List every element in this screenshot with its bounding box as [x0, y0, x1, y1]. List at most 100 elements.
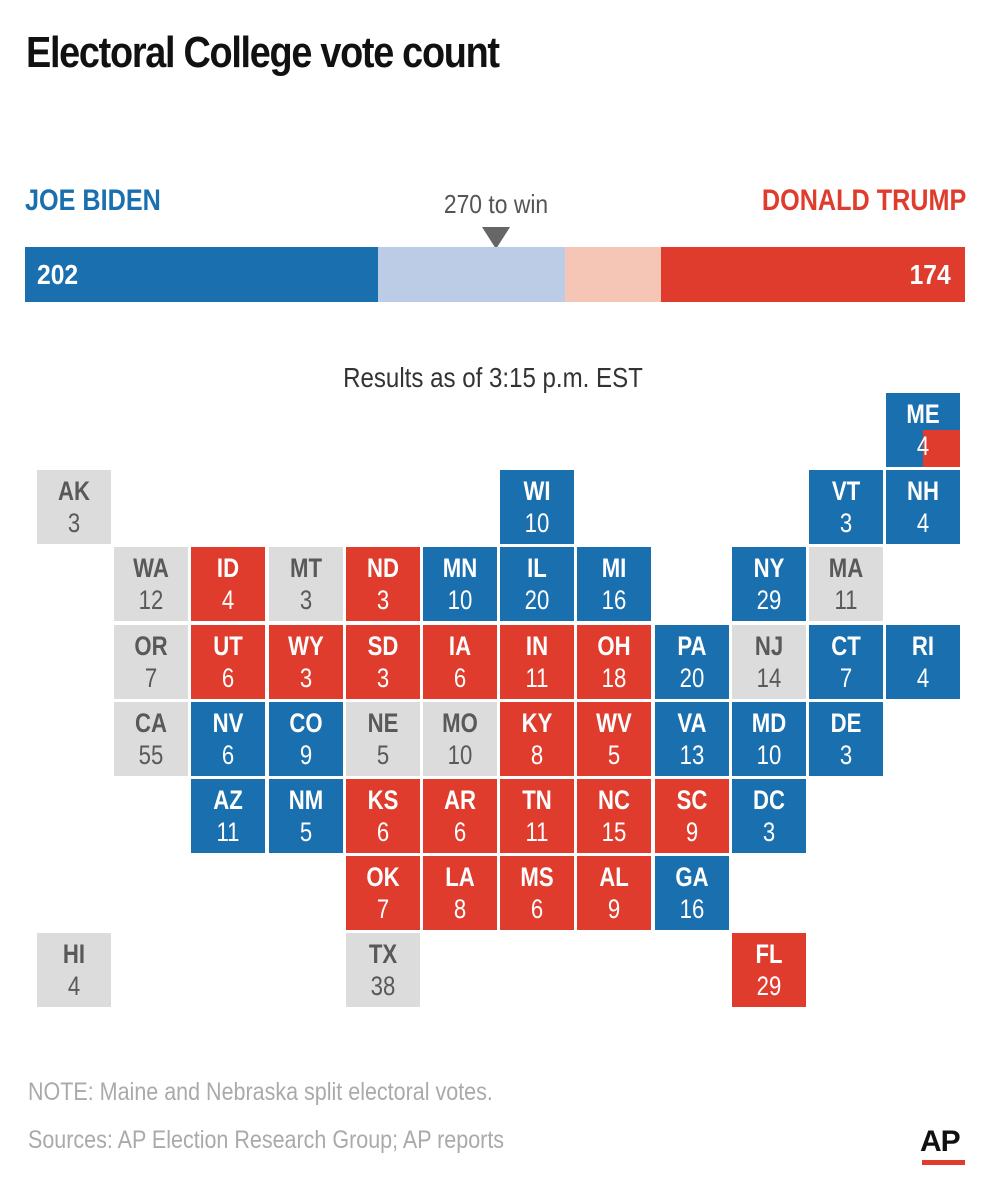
state-abbr: ND — [366, 553, 399, 584]
state-abbr: OK — [366, 862, 400, 893]
state-tile-ar: AR 6 — [423, 779, 497, 853]
state-electoral-votes: 3 — [299, 662, 312, 693]
state-tile-ca: CA 55 — [114, 701, 189, 776]
state-tile-in: IN 11 — [500, 624, 575, 699]
state-abbr: OR — [134, 630, 168, 661]
state-tile-nh: NH 4 — [886, 470, 961, 545]
state-abbr: SD — [367, 630, 399, 661]
win-threshold-marker — [482, 227, 510, 249]
state-electoral-votes: 11 — [834, 585, 858, 616]
state-electoral-votes: 7 — [839, 662, 853, 693]
state-tile-ks: KS 6 — [345, 779, 420, 853]
state-electoral-votes: 8 — [531, 739, 544, 770]
state-tile-id: ID 4 — [191, 547, 266, 622]
state-tile-nj: NJ 14 — [731, 624, 806, 699]
state-abbr: MO — [442, 707, 478, 738]
state-tile-me: ME 4 — [886, 393, 961, 467]
state-electoral-votes: 10 — [756, 739, 782, 770]
state-abbr: HI — [62, 939, 86, 970]
state-electoral-votes: 5 — [299, 817, 312, 847]
state-abbr: NC — [598, 785, 631, 815]
state-electoral-votes: 4 — [917, 431, 930, 461]
state-electoral-votes: 3 — [839, 739, 853, 770]
biden-vote-total: 202 — [37, 259, 79, 290]
state-abbr: AK — [58, 476, 90, 507]
state-abbr: CA — [135, 707, 168, 738]
state-electoral-votes: 3 — [299, 585, 312, 616]
state-abbr: MS — [520, 862, 554, 893]
state-abbr: NY — [753, 553, 785, 584]
state-tile-mi: MI 16 — [577, 547, 652, 622]
state-tile-az: AZ 11 — [191, 779, 266, 853]
state-abbr: IN — [526, 630, 549, 661]
state-tile-ny: NY 29 — [731, 547, 806, 622]
bar-segment-trump-lean — [564, 247, 661, 302]
state-tile-ne: NE 5 — [345, 701, 420, 776]
state-electoral-votes: 7 — [145, 662, 158, 693]
state-abbr: NV — [213, 707, 244, 738]
state-abbr: RI — [912, 630, 935, 661]
state-tile-tn: TN 11 — [500, 779, 575, 853]
state-electoral-votes: 6 — [453, 662, 467, 693]
biden-label: JOE BIDEN — [25, 184, 161, 217]
state-electoral-votes: 15 — [602, 817, 627, 847]
state-electoral-votes: 29 — [756, 971, 782, 1002]
state-electoral-votes: 6 — [531, 894, 544, 925]
vote-bar: 202 174 — [25, 247, 965, 302]
state-electoral-votes: 13 — [679, 739, 704, 770]
trump-vote-total: 174 — [909, 259, 951, 290]
state-electoral-votes: 11 — [525, 817, 549, 847]
state-abbr: MI — [602, 553, 627, 584]
state-electoral-votes: 3 — [839, 508, 853, 539]
state-electoral-votes: 20 — [679, 662, 704, 693]
state-tile-mo: MO 10 — [423, 701, 497, 776]
state-tile-la: LA 8 — [423, 856, 497, 931]
state-tile-ak: AK 3 — [37, 470, 111, 545]
state-abbr: AR — [444, 785, 476, 815]
state-electoral-votes: 8 — [453, 894, 467, 925]
state-abbr: NJ — [754, 630, 783, 661]
state-abbr: SC — [676, 785, 707, 815]
state-abbr: MT — [289, 553, 322, 584]
state-electoral-votes: 9 — [685, 817, 698, 847]
state-abbr: WY — [287, 630, 324, 661]
state-abbr: MA — [828, 553, 864, 584]
state-abbr: MN — [442, 553, 478, 584]
state-abbr: IA — [448, 630, 472, 661]
state-electoral-votes: 4 — [917, 508, 930, 539]
state-electoral-votes: 5 — [608, 739, 621, 770]
state-tile-ky: KY 8 — [500, 701, 575, 776]
state-tile-fl: FL 29 — [731, 933, 806, 1008]
state-electoral-votes: 10 — [447, 739, 473, 770]
state-tile-nd: ND 3 — [345, 547, 420, 622]
state-tile-wy: WY 3 — [268, 624, 343, 699]
state-abbr: NE — [367, 707, 399, 738]
state-abbr: TX — [368, 939, 397, 970]
state-tile-dc: DC 3 — [731, 779, 806, 853]
state-abbr: VT — [831, 476, 861, 507]
bar-segment-biden — [25, 247, 378, 302]
state-tile-co: CO 9 — [268, 701, 343, 776]
state-tile-sd: SD 3 — [345, 624, 420, 699]
state-electoral-votes: 12 — [138, 585, 164, 616]
state-tile-vt: VT 3 — [809, 470, 883, 545]
state-abbr: DE — [830, 707, 862, 738]
state-electoral-votes: 10 — [524, 508, 550, 539]
state-tile-de: DE 3 — [809, 701, 883, 776]
state-electoral-votes: 11 — [216, 817, 240, 847]
state-abbr: GA — [674, 862, 709, 893]
bar-segment-biden-lean — [377, 247, 565, 302]
state-abbr: AL — [599, 862, 630, 893]
state-electoral-votes: 3 — [376, 585, 389, 616]
state-electoral-votes: 6 — [376, 817, 389, 847]
state-abbr: AZ — [213, 785, 244, 815]
state-abbr: WA — [133, 553, 170, 584]
state-electoral-votes: 16 — [679, 894, 704, 925]
state-tile-ms: MS 6 — [500, 856, 575, 931]
state-abbr: KS — [367, 785, 399, 815]
state-tile-al: AL 9 — [577, 856, 652, 931]
state-electoral-votes: 7 — [376, 894, 389, 925]
state-abbr: VA — [677, 707, 707, 738]
state-tile-mn: MN 10 — [423, 547, 497, 622]
state-abbr: PA — [677, 630, 707, 661]
